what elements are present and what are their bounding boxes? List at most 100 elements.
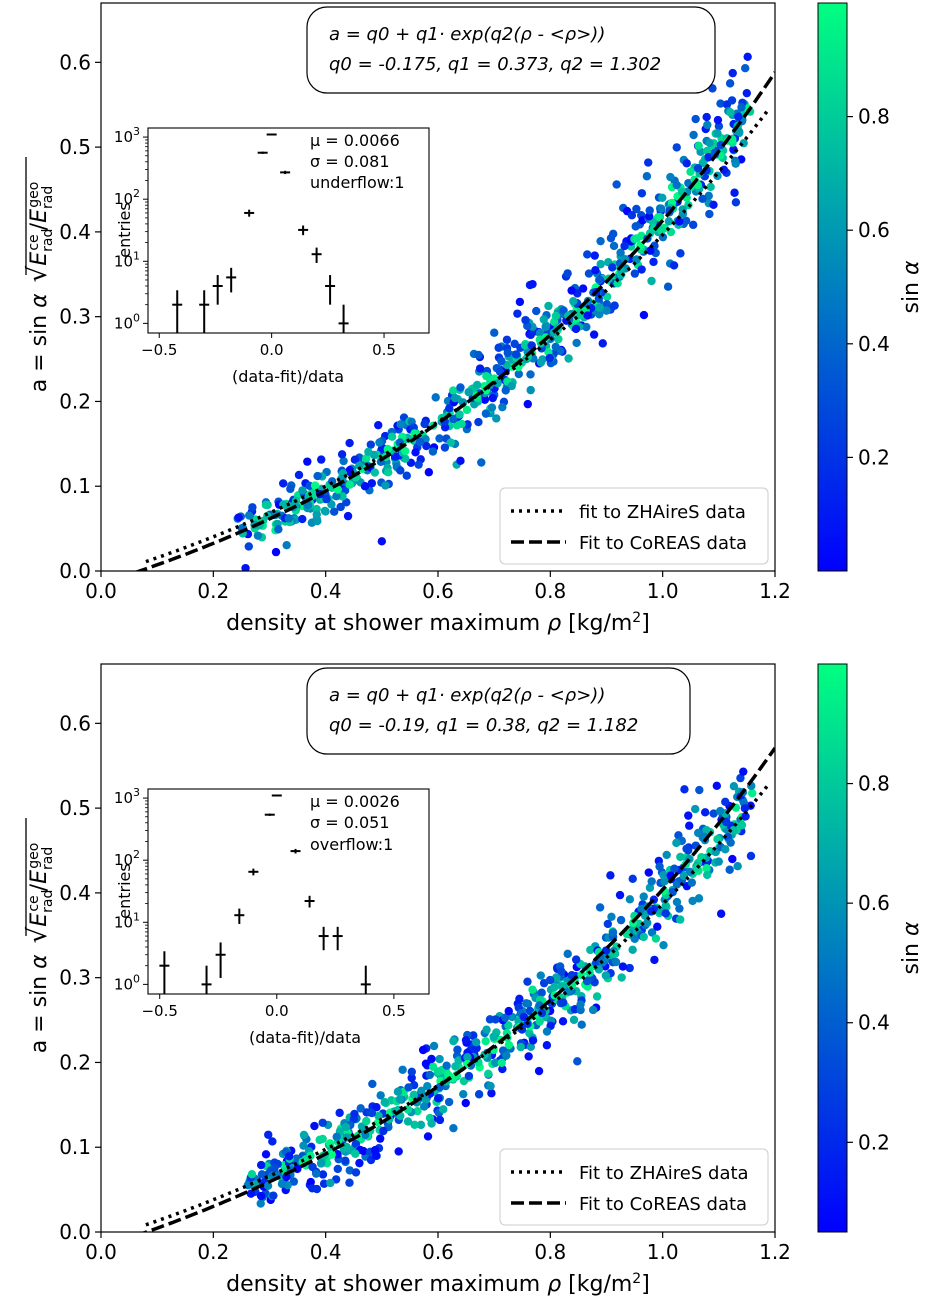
scatter-point (284, 1152, 294, 1161)
panel-bottom: 0.0 0.2 0.4 0.6 0.8 1.0 1.2 0.0 0.1 0.2 0.3 0.4 0.5… (23, 663, 924, 1297)
scatter-point (263, 1181, 273, 1190)
y-ticks-bottom: 0.0 0.1 0.2 0.3 0.4 0.5 0.6 (59, 711, 101, 1244)
scatter-point (620, 241, 629, 251)
inset-errorbar-point (318, 926, 329, 951)
scatter-point (573, 1057, 582, 1066)
scatter-point (369, 450, 379, 460)
inset-errorbar-point (280, 170, 291, 175)
scatter-point (491, 1058, 500, 1068)
scatter-point (471, 1038, 481, 1047)
scatter-point (299, 1141, 308, 1150)
inset-errorbar-point (311, 247, 322, 263)
legend-bottom: Fit to ZHAireS data Fit to CoREAS data (499, 1148, 769, 1226)
scatter-point (244, 542, 254, 551)
scatter-point (327, 500, 336, 509)
scatter-point (367, 479, 377, 488)
scatter-point (456, 383, 465, 392)
inset-points-top (172, 133, 349, 333)
inset-errorbar-point (248, 868, 259, 876)
inset-errorbar-point (290, 848, 301, 854)
scatter-point (662, 850, 671, 860)
scatter-point-outlier (360, 482, 370, 491)
scatter-point (726, 108, 735, 117)
scatter-point (571, 955, 581, 964)
scatter-point (487, 1089, 496, 1098)
scatter-point (664, 217, 674, 226)
y-tick-label: 0.3 (59, 305, 91, 329)
scatter-point (355, 461, 364, 470)
scatter-point (420, 419, 429, 429)
scatter-point (514, 369, 523, 379)
scatter-point (520, 341, 530, 350)
scatter-point (681, 216, 691, 225)
x-tick-label: 1.0 (647, 579, 679, 603)
scatter-point (327, 1150, 336, 1159)
scatter-point (539, 315, 549, 324)
scatter-point (487, 403, 497, 412)
scatter-point (351, 1149, 360, 1158)
scatter-point (332, 1132, 341, 1142)
scatter-point (316, 1159, 326, 1168)
y-tick-label: 0.2 (59, 389, 91, 413)
scatter-point (523, 977, 532, 986)
scatter-point (319, 1179, 329, 1188)
scatter-point (381, 481, 390, 490)
scatter-point-outlier (377, 537, 387, 546)
scatter-point (659, 870, 668, 880)
scatter-point (702, 825, 711, 835)
scatter-point (374, 420, 383, 430)
x-tick-label: 0.2 (197, 579, 229, 603)
scatter-point (439, 1105, 448, 1114)
scatter-point (247, 1169, 257, 1179)
scatter-point (703, 870, 712, 880)
scatter-point (709, 200, 718, 210)
scatter-point (368, 1079, 377, 1089)
colorbar-bottom: 0.2 0.4 0.6 0.8 sin α (817, 663, 924, 1233)
scatter-point (637, 189, 647, 198)
x-tick-label: 0.0 (85, 1240, 117, 1264)
scatter-point (407, 1073, 416, 1083)
y-tick-label: 0.6 (59, 50, 91, 74)
scatter-point (383, 468, 393, 477)
scatter-point (583, 250, 592, 259)
scatter-point (313, 516, 322, 526)
scatter-point (366, 440, 376, 449)
scatter-point (713, 115, 723, 125)
scatter-point (311, 1169, 321, 1178)
colorbar-gradient-top (818, 3, 847, 571)
x-tick-label: 0.8 (534, 1240, 566, 1264)
scatter-point (630, 934, 639, 944)
y-tick-label: 0.0 (59, 1220, 91, 1244)
scatter-point (292, 1154, 301, 1163)
scatter-point (608, 229, 618, 239)
scatter-point (685, 867, 694, 876)
scatter-point (459, 1089, 468, 1099)
y-ticks-top: 0.0 0.1 0.2 0.3 0.4 0.5 0.6 (59, 50, 101, 583)
scatter-point (689, 130, 698, 140)
scatter-point (261, 1150, 271, 1159)
scatter-point (705, 209, 714, 219)
panel-top: 0.0 0.2 0.4 0.6 0.8 1.0 1.2 0.0 0.1 0.2 0.3 0.4 0.5… (23, 2, 924, 636)
scatter-point (463, 1053, 472, 1062)
scatter-point (261, 500, 271, 510)
scatter-point (741, 812, 750, 821)
scatter-point (592, 992, 602, 1001)
scatter-point (289, 1177, 299, 1186)
scatter-point (475, 364, 485, 373)
colorbar-tick-label: 0.4 (858, 332, 890, 356)
scatter-point (618, 962, 628, 971)
scatter-point (643, 918, 652, 928)
scatter-point-outlier (394, 1147, 403, 1156)
inset-x-tick-label: 0.5 (372, 341, 396, 359)
scatter-point (372, 1103, 381, 1112)
scatter-point (434, 1067, 443, 1076)
legend-top: fit to ZHAireS data Fit to CoREAS data (499, 487, 769, 565)
scatter-point (393, 1087, 403, 1096)
scatter-point (498, 1064, 507, 1074)
scatter-point (502, 1051, 511, 1060)
scatter-point (370, 468, 380, 477)
scatter-point (558, 1017, 568, 1026)
scatter-point (379, 1126, 388, 1136)
